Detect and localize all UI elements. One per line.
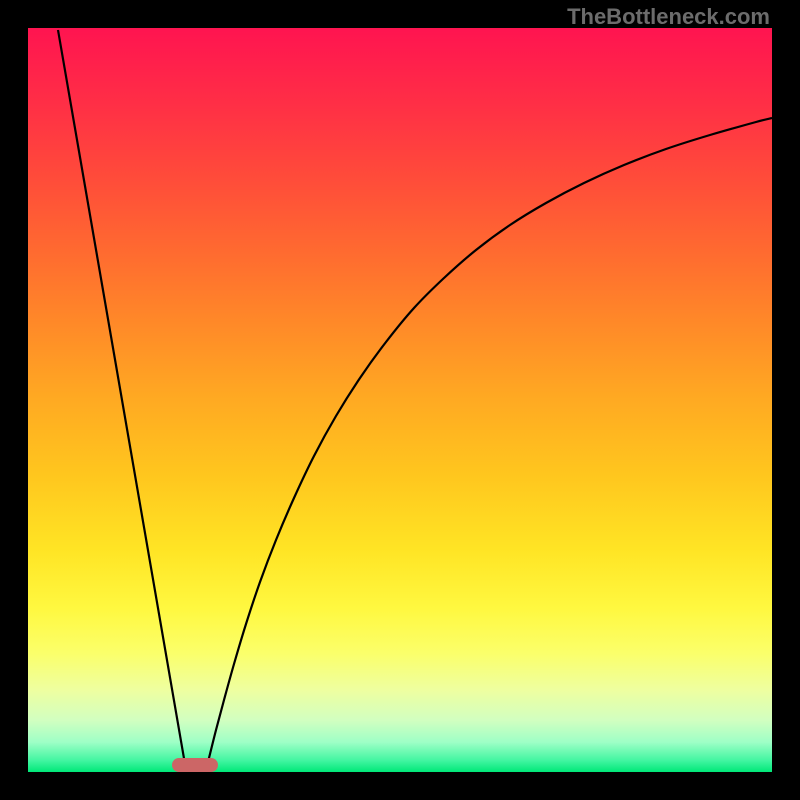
watermark-text: TheBottleneck.com [567,4,770,30]
right-ascending-curve [206,118,772,770]
min-marker-pill [172,758,218,772]
left-descending-line [58,30,186,770]
curve-layer [28,28,772,772]
plot-area [28,28,772,772]
chart-container: TheBottleneck.com [0,0,800,800]
